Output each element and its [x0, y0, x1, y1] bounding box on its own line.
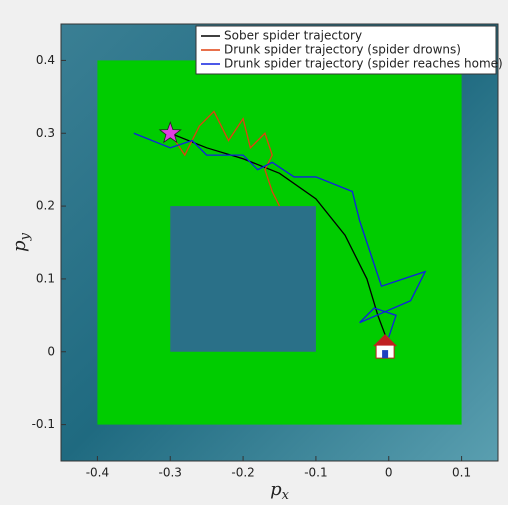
- y-tick-label: 0.2: [36, 199, 55, 213]
- x-label-base: p: [270, 479, 282, 500]
- region: [170, 206, 316, 352]
- y-tick-label: 0.4: [36, 53, 55, 67]
- chart: -0.4-0.3-0.2-0.100.1-0.100.10.20.30.4pxp…: [0, 0, 508, 505]
- legend-label: Drunk spider trajectory (spider drowns): [224, 43, 461, 57]
- x-tick-label: -0.2: [231, 466, 254, 480]
- legend-label: Drunk spider trajectory (spider reaches …: [224, 57, 503, 71]
- x-label-sub: x: [282, 488, 290, 503]
- x-tick-label: -0.4: [86, 466, 109, 480]
- y-tick-label: 0.3: [36, 126, 55, 140]
- y-tick-label: -0.1: [32, 417, 55, 431]
- y-tick-label: 0: [47, 344, 55, 358]
- x-tick-label: -0.3: [159, 466, 182, 480]
- home-door: [382, 350, 388, 358]
- x-tick-label: 0: [385, 466, 393, 480]
- x-tick-label: -0.1: [304, 466, 327, 480]
- y-label-base: p: [9, 240, 30, 252]
- legend-label: Sober spider trajectory: [224, 29, 362, 43]
- x-tick-label: 0.1: [452, 466, 471, 480]
- y-tick-label: 0.1: [36, 271, 55, 285]
- y-label-sub: y: [18, 232, 33, 241]
